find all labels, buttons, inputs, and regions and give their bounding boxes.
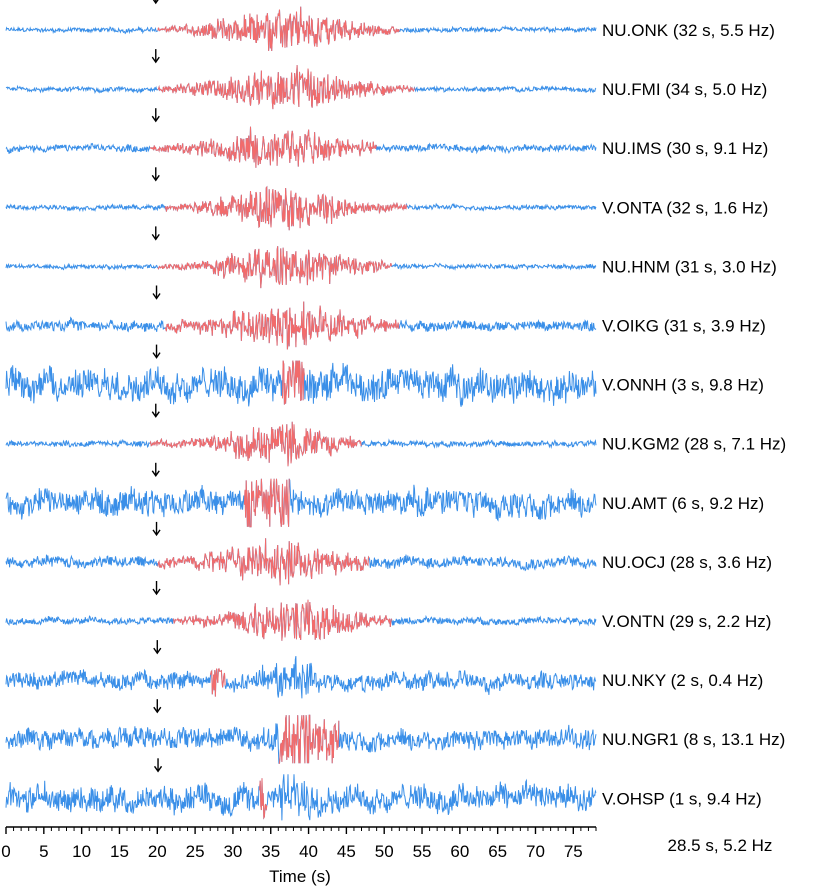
trace-noise-line: [5, 656, 597, 699]
arrival-arrow-icon: [151, 226, 160, 241]
arrival-arrow-icon: [151, 49, 160, 64]
x-axis-label: Time (s): [269, 867, 331, 886]
trace-label: NU.AMT (6 s, 9.2 Hz): [602, 494, 764, 513]
arrival-arrow-icon: [151, 108, 160, 123]
trace-label: NU.HNM (31 s, 3.0 Hz): [602, 257, 777, 276]
trace-label: NU.NGR1 (8 s, 13.1 Hz): [602, 730, 785, 749]
arrival-arrow-icon: [152, 581, 161, 596]
trace-signal-line: [164, 301, 400, 350]
trace-label: V.ONNH (3 s, 9.8 Hz): [602, 376, 764, 395]
x-tick-label: 5: [39, 842, 48, 861]
trace-signal-line: [282, 360, 305, 405]
arrival-arrow-icon: [151, 403, 160, 418]
x-tick-label: 75: [564, 842, 583, 861]
trace-label: V.OHSP (1 s, 9.4 Hz): [602, 789, 762, 808]
trace-noise-line: [5, 65, 597, 110]
trace-signal-line: [259, 778, 268, 820]
x-tick-label: 30: [223, 842, 242, 861]
trace-label: NU.NKY (2 s, 0.4 Hz): [602, 671, 763, 690]
arrival-arrow-icon: [152, 285, 161, 300]
trace-4: NU.HNM (31 s, 3.0 Hz): [5, 226, 777, 289]
trace-signal-line: [157, 65, 415, 110]
x-tick-label: 70: [526, 842, 545, 861]
x-tick-label: 10: [72, 842, 91, 861]
x-tick-label: 25: [186, 842, 205, 861]
trace-6: V.ONNH (3 s, 9.8 Hz): [5, 344, 764, 407]
x-tick-label: 65: [488, 842, 507, 861]
x-tick-label: 15: [110, 842, 129, 861]
x-tick-label: 20: [148, 842, 167, 861]
trace-label: NU.FMI (34 s, 5.0 Hz): [602, 80, 767, 99]
trace-label: V.ONTA (32 s, 1.6 Hz): [602, 198, 768, 217]
x-tick-label: 45: [337, 842, 356, 861]
trace-0: NU.ONK (32 s, 5.5 Hz): [5, 0, 775, 52]
trace-noise-line: [5, 478, 597, 528]
trace-label: NU.IMS (30 s, 9.1 Hz): [602, 139, 768, 158]
trace-1: NU.FMI (34 s, 5.0 Hz): [5, 49, 767, 110]
arrival-arrow-icon: [152, 0, 159, 5]
trace-2: NU.IMS (30 s, 9.1 Hz): [5, 108, 768, 168]
x-tick-label: 50: [375, 842, 394, 861]
trace-signal-line: [149, 126, 377, 168]
trace-10: V.ONTN (29 s, 2.2 Hz): [5, 581, 771, 641]
trace-signal-line: [157, 246, 392, 289]
trace-signal-line: [149, 421, 362, 467]
trace-noise-line: [5, 421, 597, 467]
trace-9: NU.OCJ (28 s, 3.6 Hz): [5, 521, 772, 586]
arrival-arrow-icon: [152, 344, 161, 359]
trace-signal-line: [278, 714, 340, 764]
trace-label: NU.OCJ (28 s, 3.6 Hz): [602, 553, 772, 572]
arrival-arrow-icon: [153, 640, 162, 655]
trace-signal-line: [157, 538, 370, 586]
x-tick-label: 40: [299, 842, 318, 861]
trace-signal-line: [172, 599, 392, 641]
trace-8: NU.AMT (6 s, 9.2 Hz): [5, 462, 764, 528]
trace-label: NU.KGM2 (28 s, 7.1 Hz): [602, 435, 786, 454]
arrival-arrow-icon: [151, 167, 160, 182]
summary-label: 28.5 s, 5.2 Hz: [668, 836, 773, 855]
trace-signal-line: [157, 6, 400, 52]
trace-signal-line: [210, 667, 226, 697]
trace-signal-line: [243, 478, 290, 528]
arrival-arrow-icon: [153, 758, 163, 773]
arrival-arrow-icon: [151, 462, 160, 478]
x-tick-label: 0: [1, 842, 10, 861]
trace-signal-line: [164, 185, 408, 231]
trace-label: NU.ONK (32 s, 5.5 Hz): [602, 21, 775, 40]
time-axis: 0 5 10 15 20 25 30 35 40 45 50 55 60 65 70 75: [1, 826, 597, 861]
trace-13: V.OHSP (1 s, 9.4 Hz): [5, 758, 762, 821]
trace-12: NU.NGR1 (8 s, 13.1 Hz): [5, 699, 785, 764]
x-tick-label: 55: [413, 842, 432, 861]
x-tick-label: 60: [450, 842, 469, 861]
arrival-arrow-icon: [153, 699, 162, 714]
trace-11: NU.NKY (2 s, 0.4 Hz): [5, 640, 763, 699]
arrival-arrow-icon: [152, 521, 161, 537]
x-tick-label: 35: [261, 842, 280, 861]
trace-3: V.ONTA (32 s, 1.6 Hz): [5, 167, 768, 231]
trace-5: V.OIKG (31 s, 3.9 Hz): [5, 285, 766, 350]
trace-noise-line: [5, 774, 597, 821]
trace-label: V.OIKG (31 s, 3.9 Hz): [602, 317, 766, 336]
trace-7: NU.KGM2 (28 s, 7.1 Hz): [5, 403, 786, 467]
trace-label: V.ONTN (29 s, 2.2 Hz): [602, 612, 771, 631]
traces-group: NU.ONK (32 s, 5.5 Hz) NU.FMI (34 s, 5.0 H…: [5, 0, 786, 821]
